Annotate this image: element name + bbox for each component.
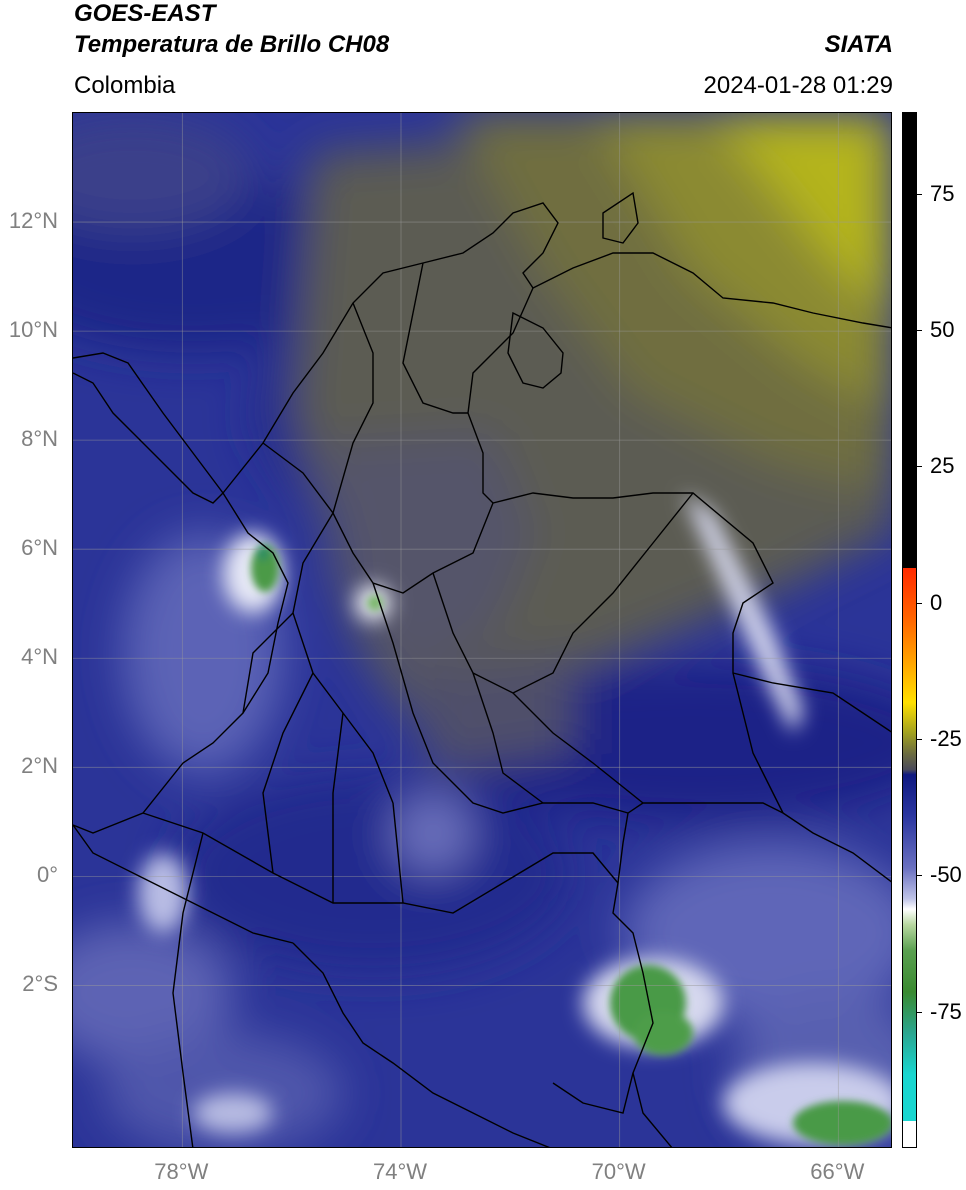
lat-tick-label: 6°N bbox=[21, 535, 58, 561]
colorbar-tick-mark bbox=[917, 875, 922, 877]
colorbar-tick-mark bbox=[917, 466, 922, 468]
colorbar-tick-mark bbox=[917, 739, 922, 741]
lat-tick-label: 8°N bbox=[21, 426, 58, 452]
lat-tick-label: 2°N bbox=[21, 753, 58, 779]
country-borders bbox=[73, 191, 891, 1147]
figure-title: GOES-EAST bbox=[74, 0, 216, 27]
agency-label: SIATA bbox=[824, 31, 893, 58]
colorbar bbox=[902, 112, 917, 1148]
timestamp-label: 2024-01-28 01:29 bbox=[703, 72, 894, 99]
colorbar-tick-label: 0 bbox=[930, 589, 943, 615]
colorbar-tick-label: -50 bbox=[930, 862, 962, 888]
gridlines bbox=[73, 113, 891, 1147]
colorbar-tick-mark bbox=[917, 1011, 922, 1013]
colorbar-tick-label: 50 bbox=[930, 317, 955, 343]
convective-cores bbox=[251, 544, 891, 1145]
lon-tick-label: 78°W bbox=[154, 1159, 209, 1184]
colorbar-tick-label: -25 bbox=[930, 726, 962, 752]
colorbar-tick-label: 75 bbox=[930, 180, 955, 206]
lat-tick-label: 4°N bbox=[21, 644, 58, 670]
lat-tick-label: 0° bbox=[36, 862, 58, 888]
colorbar-tick-label: 25 bbox=[930, 453, 955, 479]
lon-tick-label: 70°W bbox=[591, 1159, 646, 1184]
lon-tick-label: 74°W bbox=[372, 1159, 428, 1184]
region-label: Colombia bbox=[74, 72, 176, 99]
figure-subtitle: Temperatura de Brillo CH08 bbox=[74, 31, 390, 58]
colorbar-tick-mark bbox=[917, 602, 922, 604]
lat-tick-label: 2°S bbox=[22, 971, 58, 997]
lat-tick-label: 12°N bbox=[8, 208, 58, 234]
map-panel bbox=[72, 112, 892, 1148]
colorbar-tick-label: -75 bbox=[930, 998, 962, 1024]
lat-tick-label: 10°N bbox=[8, 317, 58, 343]
lon-tick-label: 66°W bbox=[810, 1159, 865, 1184]
colorbar-tick-mark bbox=[917, 193, 922, 195]
colorbar-tick-mark bbox=[917, 330, 922, 332]
satellite-image bbox=[73, 113, 891, 1147]
